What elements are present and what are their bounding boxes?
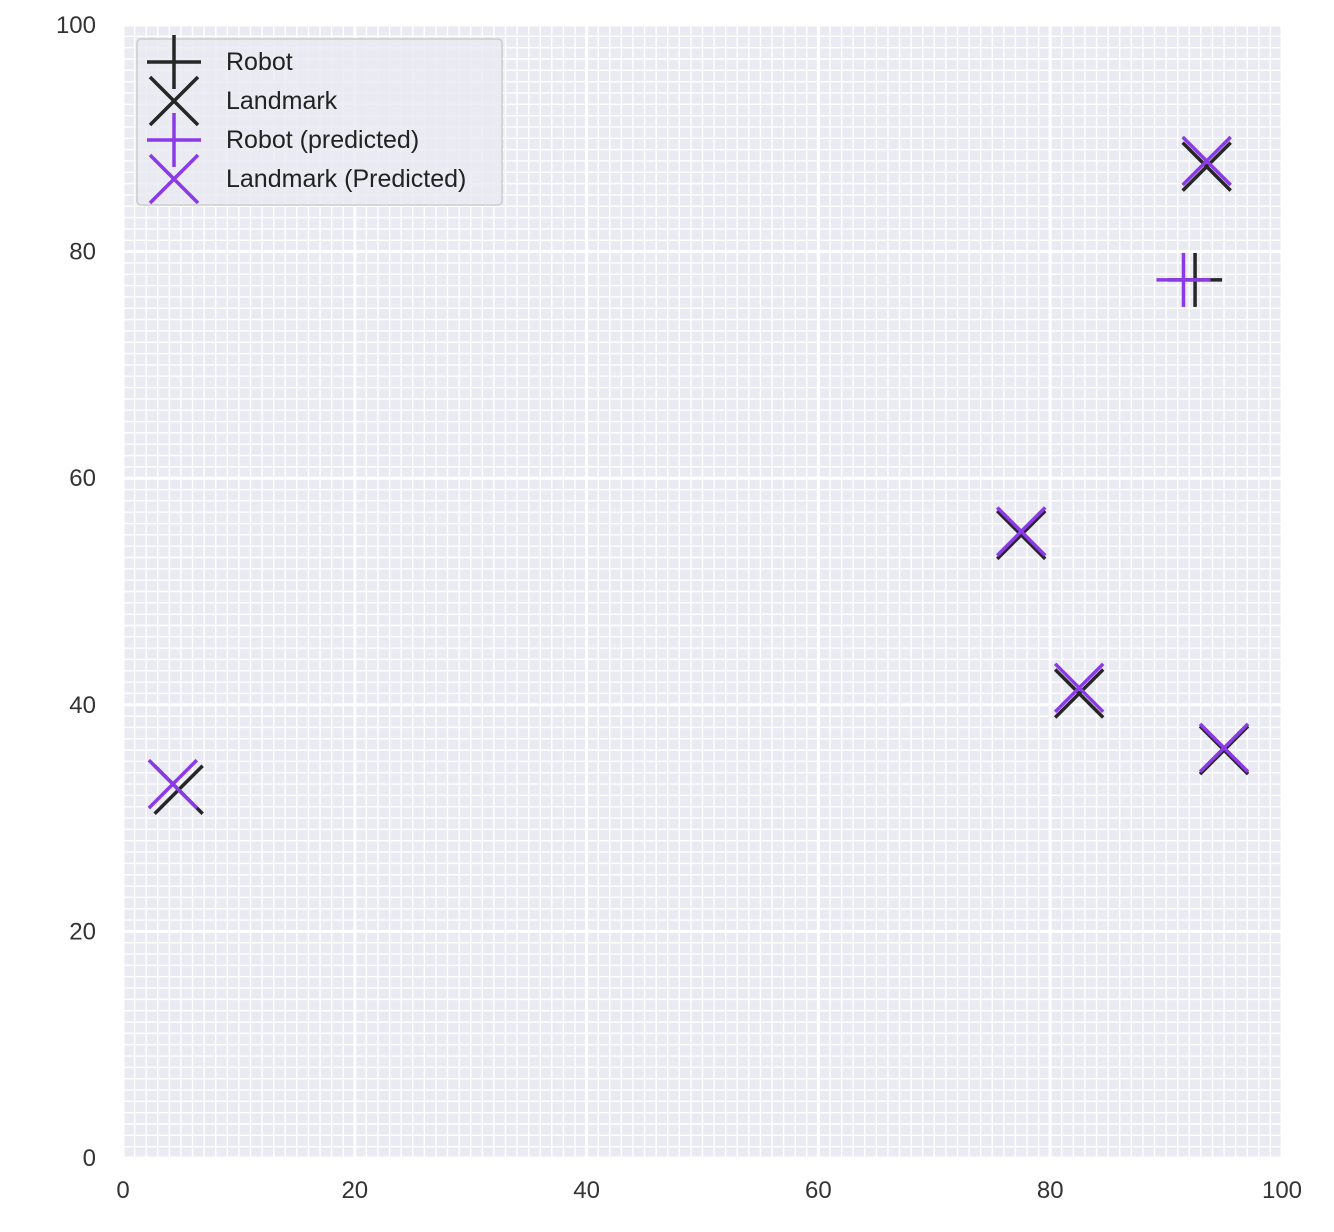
x-tick-label: 80 (1037, 1177, 1064, 1204)
data-markers (147, 135, 1250, 816)
x-axis-tick-labels: 0 20 40 60 80 100 (116, 1177, 1302, 1204)
legend-box (136, 38, 503, 206)
landmark-marker (1053, 668, 1105, 719)
x-tick-label: 60 (805, 1177, 832, 1204)
major-grid (121, 23, 1284, 1160)
landmark-predicted-marker (1181, 135, 1232, 187)
y-tick-label: 40 (69, 692, 96, 719)
legend-marker-robot (147, 35, 201, 89)
legend-label-robot-predicted: Robot (predicted) (226, 126, 419, 154)
y-tick-label: 80 (69, 239, 96, 266)
legend-entries: Robot Landmark Robot (predicted) Landmark (… (147, 35, 466, 205)
robot-predicted-marker (1156, 252, 1211, 307)
landmark-marker (1181, 141, 1232, 192)
landmark-predicted-marker (147, 758, 199, 810)
minor-grid (122, 24, 1283, 1159)
y-tick-label: 60 (69, 465, 96, 492)
x-tick-label: 20 (341, 1177, 368, 1204)
landmark-predicted-marker (1198, 722, 1250, 774)
x-tick-label: 100 (1262, 1177, 1302, 1204)
legend: Robot Landmark Robot (predicted) Landmark (… (136, 35, 503, 206)
landmark-predicted-marker (1053, 662, 1105, 714)
y-tick-label: 0 (83, 1145, 96, 1172)
legend-label-robot: Robot (226, 48, 293, 76)
legend-marker-landmark-predicted (148, 153, 200, 205)
y-tick-label: 20 (69, 918, 96, 945)
legend-marker-robot-predicted (147, 113, 201, 167)
landmark-marker (995, 509, 1047, 561)
x-tick-label: 40 (573, 1177, 600, 1204)
legend-label-landmark-predicted: Landmark (Predicted) (226, 165, 466, 193)
landmark-predicted-marker (995, 506, 1047, 557)
y-axis-tick-labels: 0 20 40 60 80 100 (56, 12, 96, 1172)
y-tick-label: 100 (56, 12, 96, 39)
x-tick-label: 0 (116, 1177, 129, 1204)
legend-label-landmark: Landmark (226, 87, 338, 115)
legend-marker-landmark (148, 75, 200, 127)
